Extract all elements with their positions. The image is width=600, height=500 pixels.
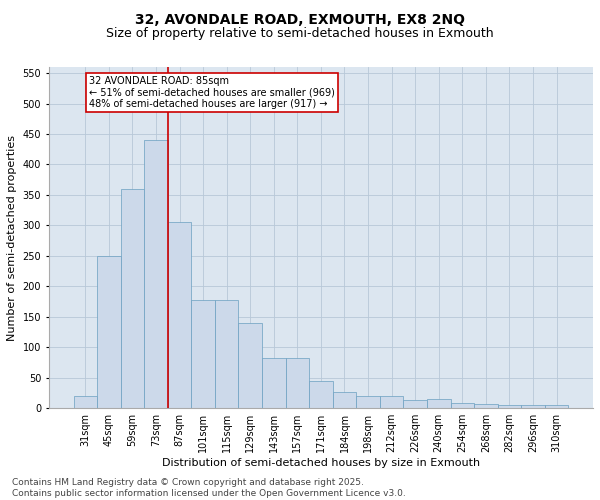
Bar: [74, 396, 97, 408]
Bar: [474, 404, 497, 408]
Bar: [286, 358, 309, 408]
Bar: [497, 404, 521, 408]
Text: Size of property relative to semi-detached houses in Exmouth: Size of property relative to semi-detach…: [106, 28, 494, 40]
Bar: [97, 256, 121, 408]
Bar: [262, 358, 286, 408]
Bar: [451, 403, 474, 408]
Bar: [380, 396, 403, 408]
Text: 32, AVONDALE ROAD, EXMOUTH, EX8 2NQ: 32, AVONDALE ROAD, EXMOUTH, EX8 2NQ: [135, 12, 465, 26]
Text: 32 AVONDALE ROAD: 85sqm
← 51% of semi-detached houses are smaller (969)
48% of s: 32 AVONDALE ROAD: 85sqm ← 51% of semi-de…: [89, 76, 335, 110]
Bar: [144, 140, 168, 408]
Bar: [215, 300, 238, 408]
Bar: [168, 222, 191, 408]
Bar: [121, 189, 144, 408]
Bar: [191, 300, 215, 408]
Bar: [332, 392, 356, 408]
Bar: [356, 396, 380, 408]
Bar: [403, 400, 427, 408]
Y-axis label: Number of semi-detached properties: Number of semi-detached properties: [7, 134, 17, 340]
Bar: [309, 381, 332, 408]
Bar: [545, 404, 568, 408]
Bar: [427, 399, 451, 408]
X-axis label: Distribution of semi-detached houses by size in Exmouth: Distribution of semi-detached houses by …: [162, 458, 480, 468]
Bar: [521, 405, 545, 408]
Text: Contains HM Land Registry data © Crown copyright and database right 2025.
Contai: Contains HM Land Registry data © Crown c…: [12, 478, 406, 498]
Bar: [238, 323, 262, 408]
